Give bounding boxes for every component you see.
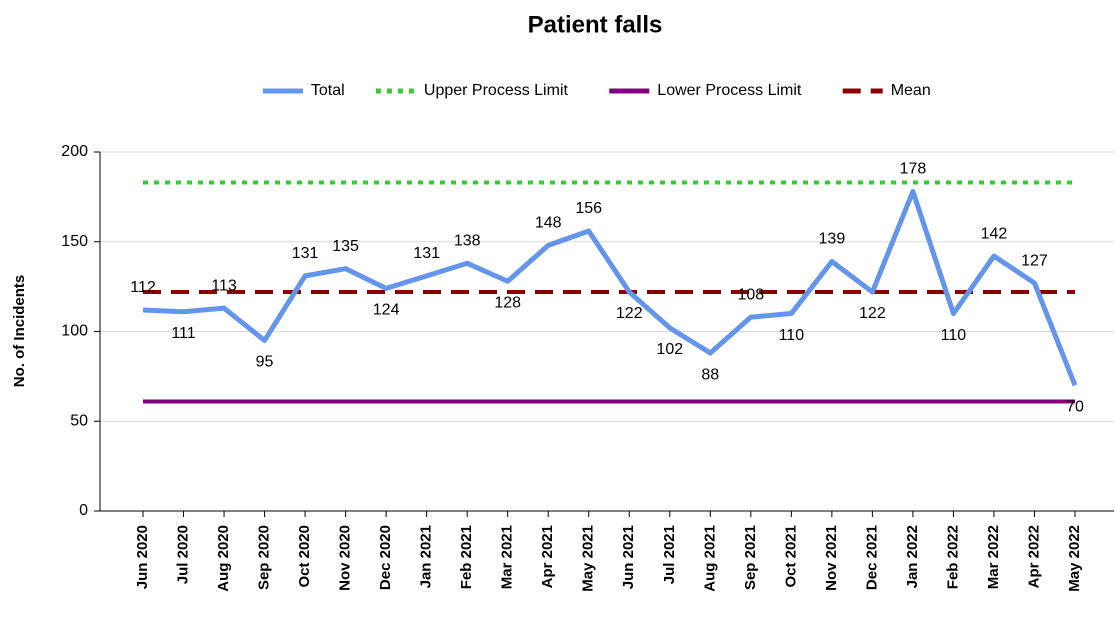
data-label: 110 (779, 327, 805, 344)
x-tick-label: Jan 2022 (904, 525, 921, 588)
data-label: 156 (575, 200, 602, 217)
data-label: 108 (737, 286, 764, 303)
series-line (142, 188, 1078, 387)
y-tick-label: 100 (61, 323, 88, 340)
x-tick-label: Jun 2020 (134, 525, 151, 589)
y-axis-label: No. of Incidents (11, 275, 28, 388)
data-label: 113 (211, 277, 237, 294)
x-tick-label: Nov 2021 (823, 525, 840, 591)
data-label: 131 (292, 245, 319, 262)
x-tick-label: Mar 2022 (985, 525, 1002, 589)
x-tick-label: Dec 2021 (863, 525, 880, 590)
data-label: 110 (941, 327, 967, 344)
x-tick-label: Sep 2021 (742, 525, 759, 590)
data-label: 122 (616, 305, 643, 322)
x-tick-label: May 2021 (580, 525, 597, 592)
data-label: 139 (819, 231, 846, 248)
x-tick-label: Feb 2022 (944, 525, 961, 589)
x-tick-label: May 2022 (1066, 525, 1083, 592)
data-label: 148 (535, 215, 562, 232)
x-tick-label: Jul 2021 (661, 525, 678, 584)
x-tick-label: Feb 2021 (458, 525, 475, 589)
data-label: 178 (900, 161, 927, 178)
legend-label: Mean (891, 82, 931, 99)
data-label: 88 (701, 366, 719, 383)
legend-label: Upper Process Limit (424, 82, 569, 99)
data-label: 124 (373, 302, 400, 319)
x-tick-label: Jun 2021 (620, 525, 637, 589)
x-tick-label: Oct 2021 (782, 525, 799, 588)
data-label: 95 (256, 354, 274, 371)
x-tick-label: Oct 2020 (296, 525, 313, 588)
data-label: 122 (859, 305, 886, 322)
data-label: 128 (494, 294, 521, 311)
x-tick-label: Apr 2021 (539, 525, 556, 588)
data-label: 135 (332, 238, 359, 255)
x-tick-label: Nov 2020 (337, 525, 354, 591)
x-tick-label: Jan 2021 (418, 525, 435, 588)
y-tick-label: 50 (70, 412, 88, 429)
data-label: 127 (1021, 252, 1048, 269)
data-label: 138 (454, 233, 481, 250)
data-label: 111 (171, 325, 195, 342)
data-label: 131 (413, 245, 440, 262)
y-tick-label: 150 (61, 233, 88, 250)
data-label: 70 (1066, 399, 1084, 416)
x-tick-label: Aug 2021 (701, 525, 718, 592)
x-tick-label: Apr 2022 (1025, 525, 1042, 588)
y-tick-label: 0 (79, 502, 88, 519)
x-tick-label: Jul 2020 (174, 525, 191, 584)
chart-title: Patient falls (528, 11, 663, 38)
x-tick-label: Sep 2020 (256, 525, 273, 590)
legend-label: Lower Process Limit (657, 82, 802, 99)
data-label: 102 (656, 341, 683, 358)
x-tick-label: Mar 2021 (499, 525, 516, 589)
x-tick-label: Dec 2020 (377, 525, 394, 590)
data-label: 112 (130, 279, 156, 296)
data-label: 142 (981, 225, 1008, 242)
y-tick-label: 200 (61, 143, 88, 160)
x-tick-label: Aug 2020 (215, 525, 232, 592)
legend-label: Total (311, 82, 345, 99)
